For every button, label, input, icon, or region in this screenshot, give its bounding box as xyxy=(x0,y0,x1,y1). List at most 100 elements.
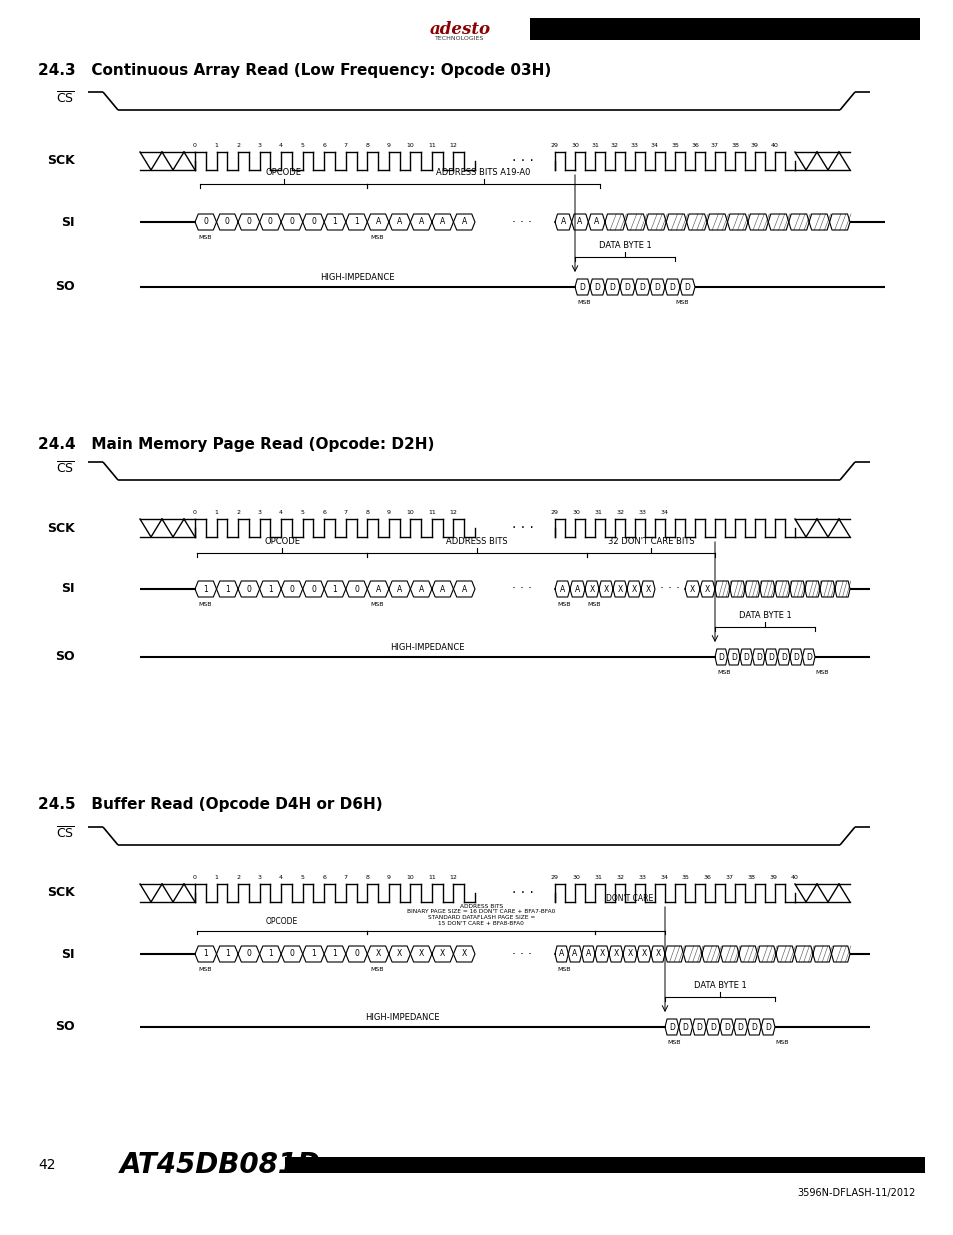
Text: 39: 39 xyxy=(768,876,777,881)
Text: 34: 34 xyxy=(659,510,667,515)
Text: MSB: MSB xyxy=(198,601,212,606)
Text: 1: 1 xyxy=(268,584,273,594)
Text: D: D xyxy=(742,652,748,662)
Text: D: D xyxy=(654,283,659,291)
Text: HIGH-IMPEDANCE: HIGH-IMPEDANCE xyxy=(390,643,464,652)
Text: 9: 9 xyxy=(386,510,391,515)
Text: D: D xyxy=(718,652,723,662)
Text: 1: 1 xyxy=(333,584,337,594)
Text: DATA BYTE 1: DATA BYTE 1 xyxy=(598,241,651,249)
Text: D: D xyxy=(594,283,599,291)
Text: ADDRESS BITS
BINARY PAGE SIZE = 16 DON'T CARE + BFA7-BFA0
STANDARD DATAFLASH PAG: ADDRESS BITS BINARY PAGE SIZE = 16 DON'T… xyxy=(407,904,555,926)
Text: X: X xyxy=(602,584,608,594)
Text: D: D xyxy=(755,652,760,662)
Text: 0: 0 xyxy=(354,584,358,594)
Text: · · ·: · · · xyxy=(659,583,679,595)
Text: A: A xyxy=(375,584,380,594)
Text: 2: 2 xyxy=(235,510,240,515)
Polygon shape xyxy=(831,946,849,962)
Text: D: D xyxy=(767,652,774,662)
Text: 32: 32 xyxy=(610,143,618,148)
Text: 3: 3 xyxy=(257,876,261,881)
Polygon shape xyxy=(767,214,788,230)
Polygon shape xyxy=(747,214,767,230)
Text: 1: 1 xyxy=(203,950,208,958)
Text: D: D xyxy=(684,283,690,291)
Text: 3: 3 xyxy=(257,143,261,148)
Text: HIGH-IMPEDANCE: HIGH-IMPEDANCE xyxy=(365,1013,439,1023)
Text: 7: 7 xyxy=(343,510,348,515)
Text: D: D xyxy=(668,1023,674,1031)
Text: D: D xyxy=(579,283,585,291)
Text: 4: 4 xyxy=(279,510,283,515)
Text: 29: 29 xyxy=(551,143,558,148)
Text: D: D xyxy=(669,283,675,291)
Text: 35: 35 xyxy=(681,876,689,881)
Text: 34: 34 xyxy=(659,876,667,881)
Text: D: D xyxy=(624,283,630,291)
Text: 12: 12 xyxy=(449,876,456,881)
Text: 8: 8 xyxy=(365,510,369,515)
Text: X: X xyxy=(396,950,402,958)
Text: X: X xyxy=(640,950,646,958)
Text: A: A xyxy=(575,584,579,594)
Text: OPCODE: OPCODE xyxy=(266,918,298,926)
Text: $\overline{\mathrm{CS}}$: $\overline{\mathrm{CS}}$ xyxy=(56,826,75,842)
Text: A: A xyxy=(585,950,590,958)
Text: 0: 0 xyxy=(268,217,273,226)
Polygon shape xyxy=(720,946,739,962)
Text: SI: SI xyxy=(61,583,75,595)
Text: A: A xyxy=(461,584,466,594)
Text: · · ·: · · · xyxy=(512,583,532,595)
Text: 0: 0 xyxy=(193,510,196,515)
Text: SO: SO xyxy=(55,651,75,663)
Polygon shape xyxy=(794,946,812,962)
Text: 11: 11 xyxy=(428,510,436,515)
Text: 24.4   Main Memory Page Read (Opcode: D2H): 24.4 Main Memory Page Read (Opcode: D2H) xyxy=(38,437,434,452)
Text: 40: 40 xyxy=(790,876,798,881)
Text: A: A xyxy=(439,217,445,226)
Polygon shape xyxy=(645,214,665,230)
Text: D: D xyxy=(730,652,736,662)
Text: 31: 31 xyxy=(591,143,598,148)
Text: adesto: adesto xyxy=(429,21,490,37)
Text: 30: 30 xyxy=(573,876,580,881)
Text: X: X xyxy=(627,950,632,958)
Polygon shape xyxy=(808,214,829,230)
Text: 0: 0 xyxy=(289,217,294,226)
Text: X: X xyxy=(617,584,622,594)
Text: 30: 30 xyxy=(571,143,578,148)
Text: 32 DON'T CARE BITS: 32 DON'T CARE BITS xyxy=(607,537,694,546)
Text: ADDRESS BITS: ADDRESS BITS xyxy=(446,537,507,546)
Text: A: A xyxy=(558,950,564,958)
Text: MSB: MSB xyxy=(666,1040,679,1045)
Text: 3: 3 xyxy=(257,510,261,515)
Text: 1: 1 xyxy=(214,876,218,881)
Text: A: A xyxy=(396,584,402,594)
Text: SCK: SCK xyxy=(48,154,75,168)
Text: 1: 1 xyxy=(203,584,208,594)
Polygon shape xyxy=(775,946,794,962)
Text: $\overline{\mathrm{CS}}$: $\overline{\mathrm{CS}}$ xyxy=(56,461,75,477)
Text: 31: 31 xyxy=(594,510,602,515)
Text: 36: 36 xyxy=(703,876,711,881)
Text: D: D xyxy=(737,1023,742,1031)
Text: 0: 0 xyxy=(289,584,294,594)
Text: SI: SI xyxy=(61,947,75,961)
Text: A: A xyxy=(418,584,423,594)
Text: 32: 32 xyxy=(616,510,624,515)
Text: D: D xyxy=(682,1023,688,1031)
Text: DATA BYTE 1: DATA BYTE 1 xyxy=(738,611,791,620)
Text: 35: 35 xyxy=(670,143,679,148)
Text: A: A xyxy=(461,217,466,226)
Text: 36: 36 xyxy=(690,143,699,148)
Text: 1: 1 xyxy=(333,217,337,226)
Text: 11: 11 xyxy=(428,143,436,148)
Text: 0: 0 xyxy=(246,217,251,226)
Text: X: X xyxy=(418,950,423,958)
Text: X: X xyxy=(631,584,636,594)
Text: 7: 7 xyxy=(343,876,348,881)
Text: 2: 2 xyxy=(235,143,240,148)
Text: 1: 1 xyxy=(333,950,337,958)
Polygon shape xyxy=(739,946,757,962)
